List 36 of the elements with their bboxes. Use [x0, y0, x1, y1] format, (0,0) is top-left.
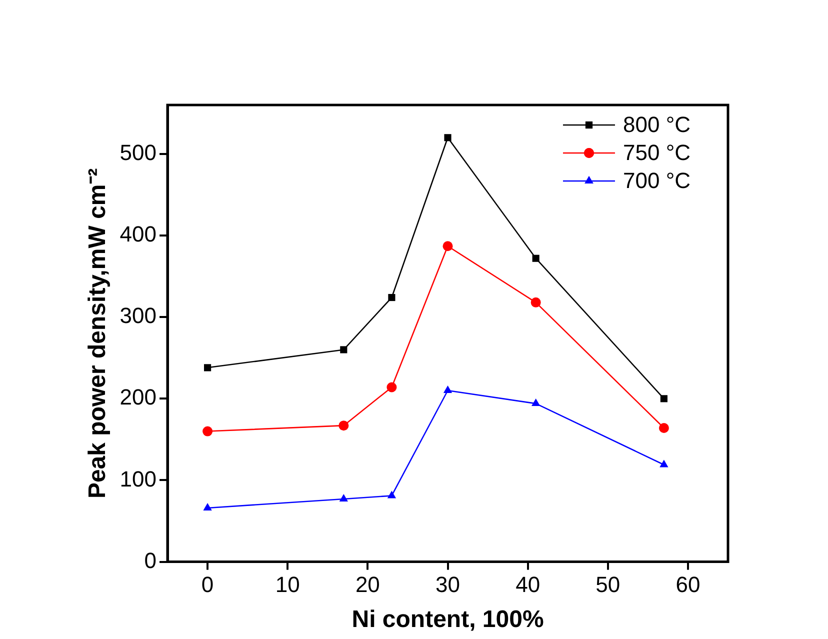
y-tick-label: 200 [120, 384, 157, 410]
y-tick-label: 0 [144, 548, 157, 573]
x-tick-label: 40 [516, 572, 540, 598]
point [339, 494, 348, 502]
x-tick-label: 10 [275, 572, 300, 598]
legend-label: 750 °C [623, 140, 691, 166]
legend-label: 800 °C [623, 112, 691, 138]
y-tick-label: 400 [120, 222, 157, 247]
point [443, 386, 452, 393]
point [530, 297, 541, 308]
point [388, 294, 396, 302]
point [442, 241, 453, 252]
y-axis-title: Peak power density,mW cm⁻² [84, 168, 112, 499]
point [660, 460, 668, 468]
point [658, 423, 669, 434]
x-tick-label: 0 [201, 572, 214, 598]
point [660, 395, 668, 402]
point [203, 502, 212, 510]
x-axis-title: Ni content, 100% [352, 606, 544, 634]
point [338, 420, 349, 431]
x-tick-label: 60 [676, 572, 700, 598]
point [340, 346, 348, 354]
point [204, 364, 212, 372]
point [387, 490, 396, 498]
point [532, 398, 540, 406]
x-tick-label: 50 [596, 572, 620, 598]
point [444, 134, 452, 142]
y-tick-label: 300 [120, 303, 157, 328]
y-tick-label: 100 [120, 466, 157, 492]
x-tick-label: 30 [436, 572, 460, 598]
x-tick-label: 20 [355, 572, 380, 598]
point [386, 382, 397, 392]
point [202, 426, 213, 436]
point [532, 254, 540, 262]
y-tick-label: 500 [120, 140, 157, 166]
legend-label: 700 °C [623, 168, 691, 194]
